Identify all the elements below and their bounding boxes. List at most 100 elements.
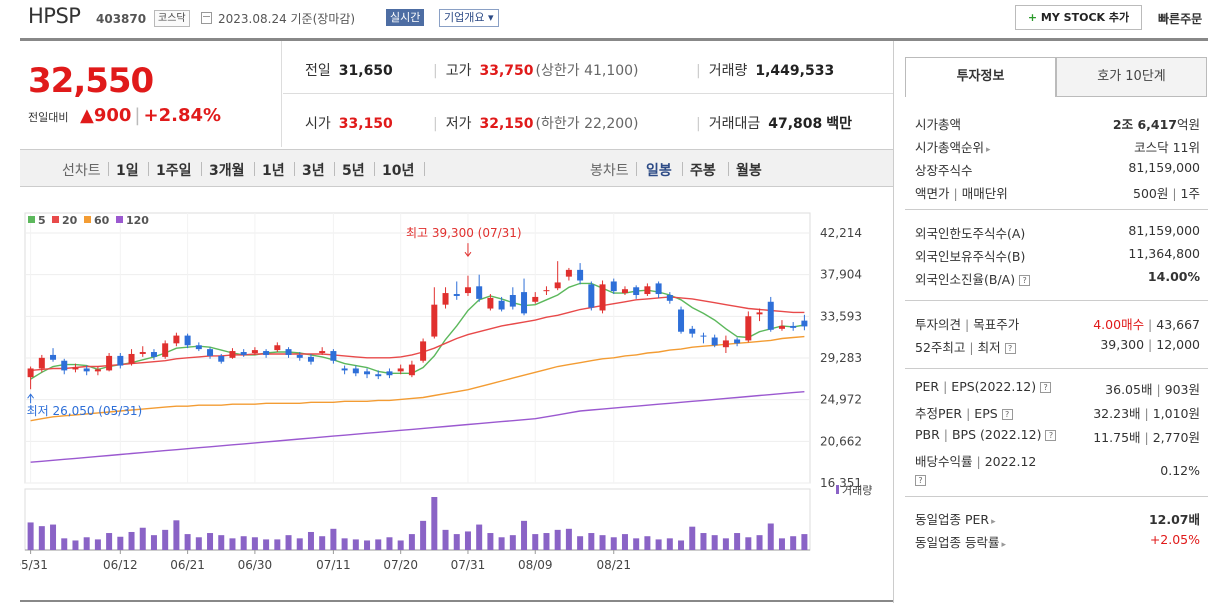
tab-period-1w[interactable]: 1주일 (156, 163, 192, 179)
candle-body (319, 351, 326, 353)
help-icon[interactable]: ? (915, 475, 926, 486)
tab-candle-daily[interactable]: 일봉 (646, 163, 672, 179)
volume-bar (352, 539, 359, 550)
volume-bar (184, 534, 191, 550)
x-tick-label: 07/11 (316, 558, 351, 572)
volume-bar (150, 535, 157, 550)
row-opinion: 투자의견 | 목표주가 4.00매수 | 43,667 (915, 317, 1200, 332)
y-tick-label: 37,904 (820, 268, 862, 282)
volume-bar (420, 520, 427, 550)
candle-body (453, 294, 460, 296)
candle-body (38, 357, 45, 369)
stat-amount: | 거래대금 47,808 백만 (696, 116, 853, 132)
ma60-line (30, 335, 805, 422)
candle-body (83, 368, 90, 372)
help-icon[interactable]: ? (1001, 409, 1013, 420)
ma-legend-label: 120 (126, 214, 149, 227)
company-overview-dropdown[interactable]: 기업개요 ▾ (439, 9, 499, 27)
tab-period-3y[interactable]: 3년 (302, 163, 325, 179)
tab-period-1d[interactable]: 1일 (116, 163, 139, 179)
candle-body (207, 349, 214, 356)
tab-line-chart[interactable]: 선차트 (62, 163, 101, 179)
candle-body (240, 352, 247, 355)
header-divider (20, 38, 1208, 41)
volume-bar (240, 536, 247, 550)
candle-body (442, 293, 449, 305)
volume-bar (778, 538, 785, 550)
candle-body (554, 282, 561, 289)
arrow-right-icon: ▸ (991, 517, 996, 527)
candle-body (150, 352, 157, 357)
tab-candle-chart[interactable]: 봉차트 (590, 163, 629, 179)
ma5-line (30, 282, 805, 380)
tab-invest-info[interactable]: 투자정보 (905, 57, 1056, 97)
chart-bottom-border (20, 600, 893, 602)
candle-body (106, 355, 113, 371)
x-tick-label: 08/09 (518, 558, 553, 572)
help-icon[interactable]: ? (1004, 343, 1016, 354)
volume-bar (218, 535, 225, 550)
row-est-per-eps: 추정PER | EPS? 32.23배 | 1,010원 (915, 406, 1200, 421)
volume-bar (689, 526, 696, 550)
stock-chart: 42,214 37,904 33,593 29,283 24,972 20,662 16,3… (13, 205, 893, 600)
candle-body (521, 292, 528, 314)
volume-legend-label: 거래량 (842, 484, 872, 497)
row-foreign-limit: 외국인한도주식수(A) 81,159,000 (915, 223, 1200, 241)
tab-period-5y[interactable]: 5년 (342, 163, 365, 179)
tab-candle-monthly[interactable]: 월봉 (736, 163, 762, 179)
quick-order-link[interactable]: 빠른주문 (1158, 12, 1203, 26)
volume-bar (745, 537, 752, 550)
volume-bar (666, 538, 673, 550)
candle-body (621, 289, 628, 294)
volume-bar (307, 531, 314, 550)
tab-period-3m[interactable]: 3개월 (209, 163, 245, 179)
row-listed-shares: 상장주식수 81,159,000 (915, 160, 1200, 178)
add-mystock-button[interactable]: + MY STOCK 추가 (1015, 5, 1142, 30)
volume-bar (364, 540, 371, 550)
tab-candle-weekly[interactable]: 주봉 (690, 163, 716, 179)
volume-bar (397, 540, 404, 550)
price-stats: 전일 31,650 | 고가 33,750 (상한가 41,100) | 거래량 1,449… (283, 41, 893, 147)
y-tick-label: 33,593 (820, 309, 862, 323)
candle-body (285, 349, 292, 355)
change-amount: ▲900 (80, 105, 132, 126)
stat-low: | 저가 32,150 (하한가 22,200) (433, 116, 639, 132)
realtime-button[interactable]: 실시간 (386, 9, 425, 26)
candle-body (330, 351, 337, 361)
tab-period-10y[interactable]: 10년 (382, 163, 415, 179)
help-icon[interactable]: ? (1019, 275, 1031, 286)
help-icon[interactable]: ? (1040, 382, 1052, 393)
volume-bar (476, 524, 483, 550)
y-tick-label: 20,662 (820, 434, 862, 448)
volume-bar (285, 535, 292, 550)
candle-body (352, 368, 359, 374)
volume-bar (341, 538, 348, 550)
tab-period-1y[interactable]: 1년 (262, 163, 285, 179)
plus-icon: + (1027, 11, 1041, 24)
side-tabs: 투자정보 호가 10단계 (905, 57, 1208, 97)
volume-bar (464, 531, 471, 550)
volume-bar (72, 540, 79, 550)
row-market-cap: 시가총액 2조 6,417억원 (915, 117, 1200, 132)
tab-divider (201, 162, 202, 176)
candle-body (184, 335, 191, 346)
volume-bar (700, 533, 707, 550)
volume-bar (50, 524, 57, 550)
ma-legend-label: 60 (94, 214, 110, 227)
row-foreign-ratio: 외국인소진율(B/A)? 14.00% (915, 269, 1200, 287)
volume-bar (487, 533, 494, 550)
volume-bar (565, 528, 572, 550)
y-tick-label: 29,283 (820, 351, 862, 365)
tab-divider (334, 162, 335, 176)
x-tick-label: 07/31 (451, 558, 486, 572)
help-icon[interactable]: ? (1045, 430, 1057, 441)
candle-body (599, 284, 606, 311)
low-arrow-head (27, 393, 35, 399)
candle-body (229, 351, 236, 358)
candle-body (476, 286, 483, 299)
candle-body (128, 353, 135, 364)
arrow-right-icon: ▸ (986, 145, 991, 155)
y-tick-label: 42,214 (820, 226, 862, 240)
row-52week: 52주최고 | 최저? 39,300 | 12,000 (915, 337, 1200, 355)
tab-hoga-10[interactable]: 호가 10단계 (1056, 57, 1207, 97)
